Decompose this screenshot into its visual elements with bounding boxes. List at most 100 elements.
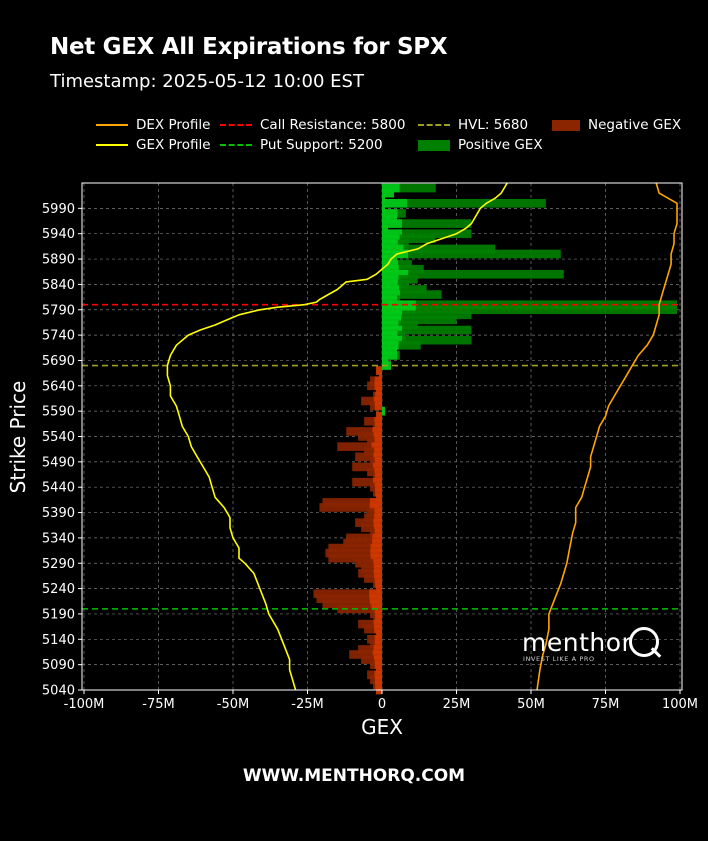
x-tick-label: 75M (592, 697, 620, 712)
legend-item-gex: GEX Profile (96, 135, 211, 155)
negative-gex-bar (355, 452, 382, 462)
negative-gex-highlight (373, 655, 382, 664)
negative-gex-bar (328, 553, 382, 563)
negative-gex-highlight (376, 366, 382, 375)
negative-gex-bar (343, 538, 382, 548)
negative-gex-highlight (376, 584, 382, 593)
negative-gex-bar (319, 503, 382, 512)
negative-gex-bar (346, 533, 382, 543)
positive-gex-highlight (382, 183, 400, 193)
negative-gex-bar (358, 432, 382, 441)
positive-gex-bar (382, 264, 424, 274)
logo-word: menthor (522, 628, 633, 657)
negative-gex-highlight (371, 442, 382, 451)
positive-gex-highlight (382, 351, 398, 360)
negative-gex-highlight (373, 558, 382, 568)
logo-q-icon (629, 627, 659, 657)
positive-gex-highlight (382, 406, 385, 416)
negative-gex-bar (337, 604, 382, 614)
legend-dash-icon (220, 144, 252, 146)
positive-gex-highlight (382, 295, 398, 304)
negative-gex-highlight (375, 487, 382, 497)
negative-gex-highlight (370, 548, 382, 558)
legend-item-call-resistance: Call Resistance: 5800 (220, 115, 405, 135)
negative-gex-bar (361, 396, 382, 406)
y-tick-label: 5490 (42, 455, 75, 470)
legend-label: Positive GEX (458, 137, 543, 153)
positive-gex-highlight (382, 239, 398, 249)
x-tick-label: 100M (662, 697, 698, 712)
negative-gex-highlight (373, 619, 382, 629)
negative-gex-bar (361, 523, 382, 533)
positive-gex-bar (382, 335, 472, 345)
negative-gex-bar (364, 513, 382, 522)
positive-gex-highlight (382, 209, 398, 218)
negative-gex-bar (337, 442, 382, 451)
negative-gex-highlight (372, 538, 382, 548)
negative-gex-bar (346, 427, 382, 436)
y-tick-label: 5540 (42, 430, 75, 445)
negative-gex-highlight (374, 401, 382, 411)
y-tick-label: 5390 (42, 506, 75, 521)
profile-lines (166, 182, 678, 691)
negative-gex-highlight (376, 386, 382, 396)
x-tick-label: -75M (142, 697, 174, 712)
negative-gex-highlight (373, 432, 382, 441)
negative-gex-bar (328, 543, 382, 553)
x-tick-label: 25M (443, 697, 471, 712)
negative-gex-highlight (374, 640, 382, 649)
legend-item-hvl: HVL: 5680 (418, 115, 528, 135)
positive-gex-highlight (382, 269, 409, 279)
footer-url: WWW.MENTHORQ.COM (242, 766, 466, 786)
y-tick-label: 5940 (42, 227, 75, 242)
negative-gex-highlight (374, 437, 382, 446)
positive-gex-highlight (382, 204, 385, 213)
negative-gex-highlight (375, 472, 382, 482)
legend-item-positive-gex: Positive GEX (418, 135, 543, 155)
x-tick-label: -50M (217, 697, 249, 712)
negative-gex-bar (364, 624, 382, 634)
positive-gex-highlight (382, 290, 400, 299)
positive-gex-highlight (382, 346, 397, 355)
positive-gex-highlight (382, 325, 402, 335)
positive-gex-highlight (382, 330, 398, 340)
positive-gex-highlight (382, 188, 394, 198)
negative-gex-highlight (370, 543, 382, 553)
negative-gex-highlight (373, 452, 382, 462)
negative-gex-highlight (374, 574, 382, 583)
negative-gex-highlight (374, 381, 382, 391)
negative-gex-bar (322, 498, 382, 507)
positive-gex-highlight (382, 259, 398, 269)
x-tick-label: -100M (64, 697, 105, 712)
positive-gex-highlight (382, 310, 402, 320)
gex-profile-line (166, 182, 508, 691)
positive-gex-highlight (382, 198, 407, 208)
negative-gex-bar (352, 462, 382, 472)
y-tick-label: 5340 (42, 531, 75, 546)
positive-gex-highlight (382, 224, 388, 233)
negative-gex-bar (349, 650, 382, 659)
y-tick-label: 5840 (42, 278, 75, 293)
negative-gex-highlight (373, 462, 382, 472)
ticks: 5040 5090 5140 5190 5240 5290 5340 5390 5440 5490… (42, 202, 698, 712)
negative-gex-bar (355, 558, 382, 568)
negative-gex-highlight (372, 650, 382, 659)
negative-gex-highlight (373, 477, 382, 487)
positive-gex-bar (382, 219, 472, 228)
legend-label: Put Support: 5200 (260, 137, 383, 153)
negative-gex-highlight (374, 482, 382, 492)
x-tick-label: -25M (291, 697, 323, 712)
negative-gex-bar (352, 477, 382, 487)
positive-gex-bar (382, 310, 472, 320)
negative-gex-highlight (376, 665, 382, 675)
legend-label: HVL: 5680 (458, 117, 529, 133)
y-tick-label: 5640 (42, 379, 75, 394)
negative-gex-highlight (374, 609, 382, 619)
negative-gex-highlight (374, 376, 382, 386)
legend-box-icon (418, 139, 450, 151)
negative-gex-highlight (369, 503, 382, 512)
legend-label: Negative GEX (588, 117, 682, 133)
chart-subtitle: Timestamp: 2025-05-12 10:00 EST (50, 71, 364, 92)
negative-gex-highlight (373, 564, 382, 573)
legend-label: GEX Profile (136, 137, 211, 153)
